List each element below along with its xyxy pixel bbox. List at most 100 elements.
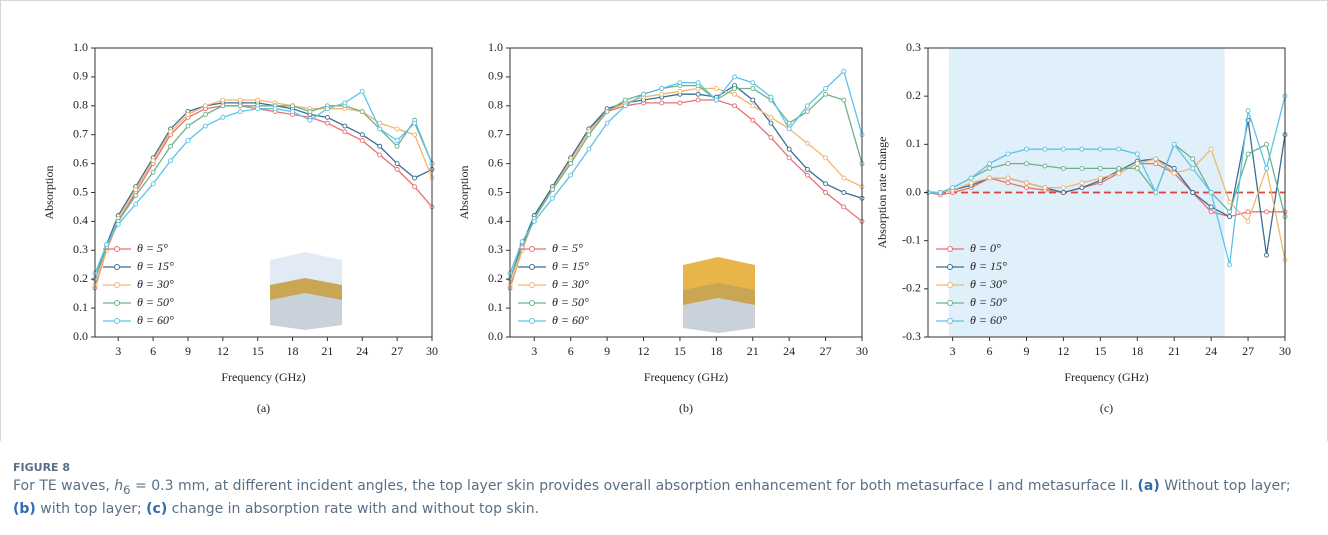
point: [1043, 186, 1047, 190]
point: [273, 107, 277, 111]
y-tick-label: 0.1: [488, 300, 503, 314]
point: [1265, 253, 1269, 257]
point: [623, 98, 627, 102]
y-tick-label: 0.4: [488, 213, 503, 227]
legend-label: θ = 50°: [970, 295, 1007, 309]
panel-label: (a): [257, 401, 270, 415]
point: [969, 176, 973, 180]
legend-label: θ = 30°: [552, 277, 589, 291]
point: [1098, 166, 1102, 170]
point: [256, 107, 260, 111]
legend-marker: [948, 319, 953, 324]
point: [714, 98, 718, 102]
legend-marker: [115, 283, 120, 288]
point: [238, 98, 242, 102]
point: [221, 115, 225, 119]
y-tick-label: 0.0: [906, 184, 921, 198]
x-tick-label: 18: [287, 344, 299, 358]
point: [308, 118, 312, 122]
point: [308, 110, 312, 114]
point: [395, 127, 399, 131]
point: [805, 167, 809, 171]
point: [1246, 219, 1250, 223]
point: [1209, 210, 1213, 214]
point: [988, 166, 992, 170]
point: [203, 104, 207, 108]
point: [203, 112, 207, 116]
x-tick-label: 12: [638, 344, 650, 358]
point: [413, 133, 417, 137]
point: [256, 98, 260, 102]
caption-ref: (a): [1138, 478, 1160, 494]
panel-label: (b): [679, 401, 693, 415]
legend-marker: [115, 301, 120, 306]
point: [550, 196, 554, 200]
x-tick-label: 9: [604, 344, 610, 358]
inset-layer: [270, 293, 342, 330]
point: [1172, 166, 1176, 170]
point: [343, 124, 347, 128]
point: [678, 89, 682, 93]
point: [1024, 147, 1028, 151]
point: [203, 124, 207, 128]
legend-label: θ = 60°: [970, 313, 1007, 327]
point: [325, 107, 329, 111]
legend-label: θ = 0°: [970, 241, 1001, 255]
point: [378, 153, 382, 157]
point: [824, 191, 828, 195]
y-tick-label: 0.7: [488, 126, 503, 140]
y-tick-label: 0.9: [73, 69, 88, 83]
point: [751, 86, 755, 90]
point: [1172, 142, 1176, 146]
point: [1080, 166, 1084, 170]
point: [395, 138, 399, 142]
point: [1228, 263, 1232, 267]
point: [1246, 152, 1250, 156]
point: [1191, 157, 1195, 161]
point: [186, 124, 190, 128]
y-tick-label: 0.4: [73, 213, 88, 227]
point: [378, 127, 382, 131]
legend-marker: [115, 265, 120, 270]
y-axis-label: Absorption: [42, 166, 56, 220]
point: [238, 110, 242, 114]
point: [221, 104, 225, 108]
y-tick-label: 1.0: [73, 40, 88, 54]
point: [751, 98, 755, 102]
point: [1080, 186, 1084, 190]
point: [325, 121, 329, 125]
caption-var: h: [114, 478, 123, 494]
x-tick-label: 30: [856, 344, 868, 358]
x-tick-label: 21: [321, 344, 333, 358]
point: [413, 176, 417, 180]
point: [151, 159, 155, 163]
point: [1024, 186, 1028, 190]
point: [569, 162, 573, 166]
point: [134, 193, 138, 197]
x-tick-label: 30: [426, 344, 438, 358]
x-tick-label: 6: [568, 344, 574, 358]
point: [291, 104, 295, 108]
point: [751, 118, 755, 122]
point: [1265, 210, 1269, 214]
point: [733, 75, 737, 79]
point: [696, 81, 700, 85]
point: [787, 147, 791, 151]
point: [186, 112, 190, 116]
x-tick-label: 27: [820, 344, 832, 358]
point: [151, 182, 155, 186]
point: [696, 98, 700, 102]
y-axis-label: Absorption: [457, 166, 471, 220]
legend-marker: [530, 283, 535, 288]
point: [1228, 210, 1232, 214]
y-tick-label: 0.8: [73, 98, 88, 112]
point: [238, 104, 242, 108]
inset-layer: [683, 298, 755, 333]
point: [824, 182, 828, 186]
point: [1117, 171, 1121, 175]
caption-text: Without top layer;: [1160, 478, 1291, 494]
y-tick-label: 0.6: [73, 155, 88, 169]
point: [769, 115, 773, 119]
point: [169, 130, 173, 134]
point: [520, 240, 524, 244]
